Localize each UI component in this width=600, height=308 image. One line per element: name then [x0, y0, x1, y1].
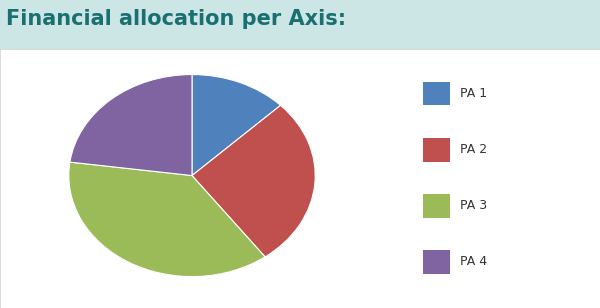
- FancyBboxPatch shape: [424, 138, 450, 162]
- FancyBboxPatch shape: [424, 82, 450, 105]
- Wedge shape: [192, 105, 315, 257]
- Text: PA 2
51 Meuro (ERDF): PA 2 51 Meuro (ERDF): [0, 307, 1, 308]
- Text: PA 3
70 Meuro (ERDF): PA 3 70 Meuro (ERDF): [0, 307, 1, 308]
- Text: PA 4
43 Meuro (ERDF): PA 4 43 Meuro (ERDF): [0, 307, 1, 308]
- Text: PA 2: PA 2: [460, 143, 487, 156]
- FancyBboxPatch shape: [424, 250, 450, 274]
- Wedge shape: [69, 162, 265, 277]
- Text: PA 1
24 Meuro (ERDF): PA 1 24 Meuro (ERDF): [0, 307, 1, 308]
- Wedge shape: [192, 75, 281, 176]
- FancyBboxPatch shape: [424, 194, 450, 217]
- Text: PA 4: PA 4: [460, 255, 487, 268]
- Text: Financial allocation per Axis:: Financial allocation per Axis:: [6, 9, 346, 29]
- Text: PA 1: PA 1: [460, 87, 487, 100]
- Wedge shape: [70, 75, 192, 176]
- Text: PA 3: PA 3: [460, 199, 487, 212]
